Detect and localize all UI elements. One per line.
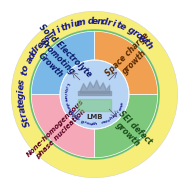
Text: t: t — [74, 115, 78, 120]
Text: m: m — [119, 104, 124, 109]
Text: h: h — [110, 116, 115, 121]
Text: L: L — [65, 81, 69, 85]
Text: t: t — [60, 23, 67, 33]
Text: LMB: LMB — [86, 114, 103, 119]
Text: i: i — [63, 93, 67, 94]
Text: i: i — [111, 19, 116, 28]
Text: e: e — [105, 119, 109, 124]
Text: c: c — [107, 118, 112, 123]
Text: g: g — [16, 93, 26, 99]
Text: h: h — [94, 122, 97, 126]
Text: r: r — [106, 18, 112, 27]
Text: t: t — [17, 103, 27, 108]
Text: t: t — [19, 70, 29, 76]
Text: d: d — [64, 102, 69, 106]
Text: o: o — [21, 64, 31, 73]
Text: e: e — [35, 39, 46, 50]
Text: u: u — [72, 18, 81, 29]
Text: a: a — [24, 55, 35, 65]
Text: i: i — [117, 110, 121, 114]
Text: g: g — [80, 119, 85, 124]
Text: m: m — [63, 97, 67, 102]
Text: Space charge
growth: Space charge growth — [104, 31, 158, 85]
Text: i: i — [69, 20, 75, 29]
Text: t: t — [63, 87, 67, 90]
Text: e: e — [118, 21, 127, 32]
Text: d: d — [29, 47, 40, 57]
Text: r: r — [33, 43, 43, 53]
Wedge shape — [29, 29, 160, 160]
Text: t: t — [115, 20, 122, 30]
Text: None-homogeneous
phase nucleation: None-homogeneous phase nucleation — [26, 99, 90, 163]
Text: n: n — [96, 17, 103, 26]
Text: a: a — [112, 114, 117, 119]
Text: r: r — [131, 28, 139, 38]
Polygon shape — [78, 99, 111, 111]
Wedge shape — [94, 94, 158, 158]
Text: s: s — [17, 79, 27, 85]
Text: r: r — [70, 112, 74, 116]
Text: i: i — [64, 84, 68, 87]
Text: a: a — [18, 106, 28, 114]
Text: S: S — [22, 119, 33, 128]
Text: o: o — [134, 31, 144, 41]
Text: e: e — [17, 97, 26, 104]
Text: d: d — [101, 17, 108, 27]
Text: r: r — [83, 121, 87, 125]
Text: e: e — [17, 83, 26, 90]
Text: r: r — [19, 111, 29, 118]
Wedge shape — [31, 94, 94, 158]
Text: s: s — [118, 107, 123, 112]
Text: i: i — [56, 26, 63, 35]
Text: i: i — [72, 114, 76, 118]
Circle shape — [60, 60, 129, 129]
Text: e: e — [65, 105, 70, 109]
Text: SEI defect
growth: SEI defect growth — [109, 109, 153, 153]
Text: s: s — [43, 33, 52, 43]
Text: o: o — [86, 121, 90, 126]
Text: h: h — [144, 40, 155, 51]
Text: h: h — [63, 21, 72, 32]
Text: u: u — [63, 95, 67, 98]
Wedge shape — [11, 11, 178, 178]
Text: g: g — [126, 25, 136, 36]
Text: e: e — [75, 117, 80, 122]
Text: t: t — [92, 122, 94, 126]
Text: w: w — [88, 122, 93, 126]
Text: s: s — [39, 36, 49, 46]
Text: d: d — [27, 51, 38, 61]
Text: Solid Electrolyte
Promoting
Growth: Solid Electrolyte Promoting Growth — [22, 22, 93, 93]
Text: t: t — [141, 37, 151, 47]
Text: s: s — [121, 102, 125, 106]
Text: h: h — [63, 89, 67, 93]
Text: t: t — [20, 115, 30, 122]
Text: m: m — [101, 120, 106, 125]
Text: n: n — [114, 112, 119, 117]
Text: n: n — [66, 107, 71, 112]
Text: w: w — [136, 33, 149, 45]
Text: i: i — [17, 90, 26, 93]
Wedge shape — [94, 31, 158, 94]
Text: d: d — [87, 16, 94, 26]
Text: l: l — [51, 28, 59, 37]
Wedge shape — [31, 31, 94, 94]
Text: e: e — [92, 17, 98, 26]
Text: m: m — [76, 17, 87, 28]
Text: d: d — [68, 109, 73, 114]
